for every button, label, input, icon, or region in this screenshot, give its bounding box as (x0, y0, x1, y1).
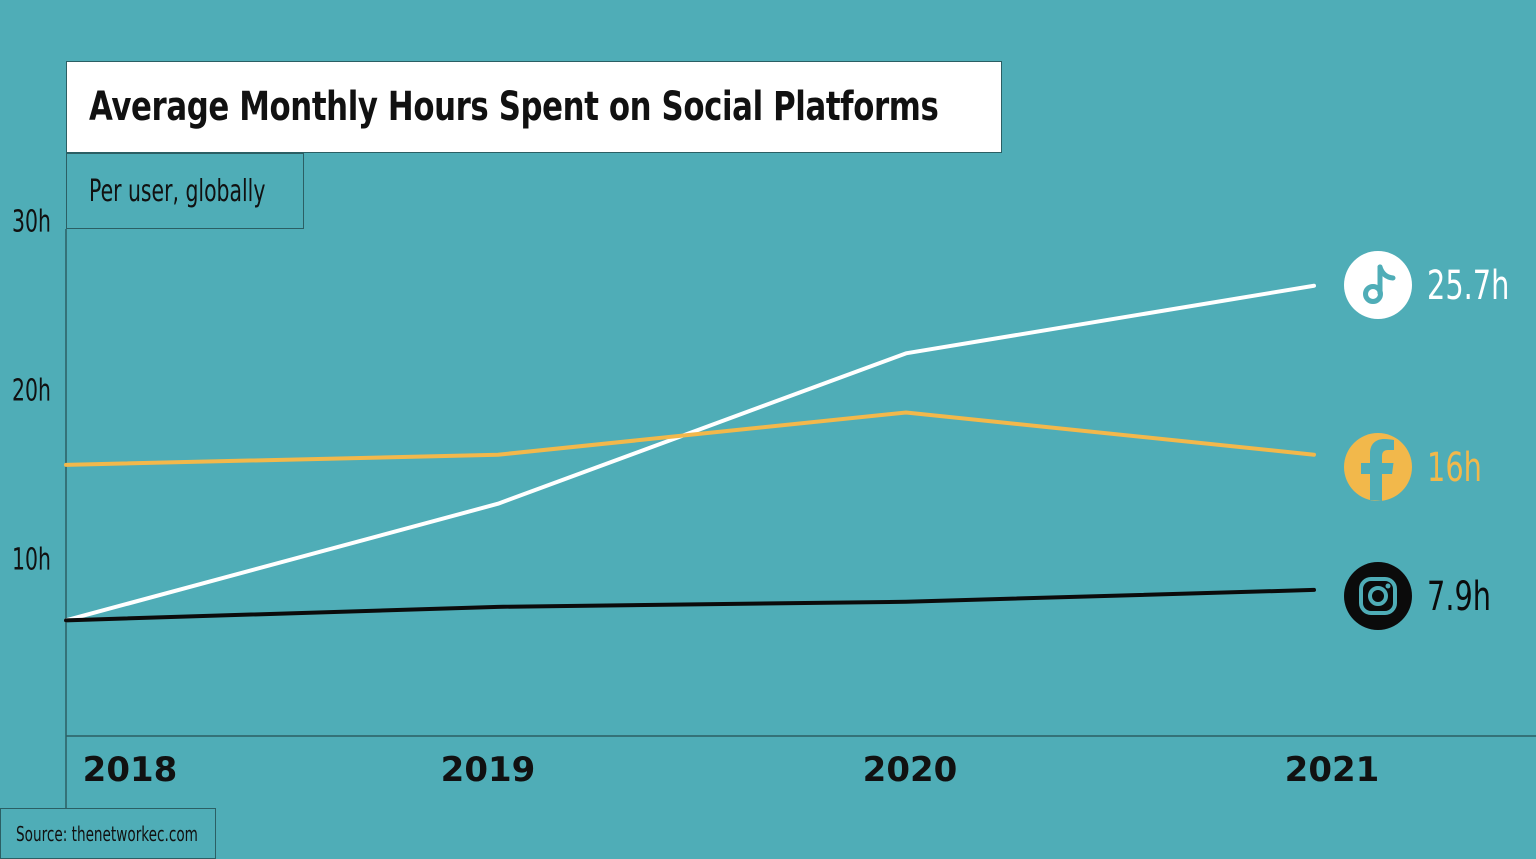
source-box: Source: thenetworkec.com (0, 808, 216, 859)
end-value-label: 16h (1427, 445, 1482, 491)
y-tick-labels: 10h 20h 30h (12, 205, 51, 578)
series-line-facebook (64, 410, 1316, 467)
chart-subtitle: Per user, globally (89, 173, 266, 209)
series-line-instagram (64, 587, 1316, 623)
x-tick-label: 2019 (441, 750, 536, 790)
series-line-tiktok (64, 283, 1316, 623)
x-tick-label: 2018 (83, 750, 178, 790)
x-tick-label: 2020 (863, 750, 958, 790)
end-markers: 25.7h 16h 7.9h (1344, 251, 1509, 630)
end-value-label: 25.7h (1427, 263, 1509, 309)
tiktok-icon (1344, 251, 1412, 319)
y-tick-label: 20h (12, 374, 51, 409)
chart-source: Source: thenetworkec.com (16, 821, 198, 846)
facebook-icon (1344, 433, 1412, 501)
x-tick-labels: 2018 2019 2020 2021 (83, 750, 1380, 790)
chart-title: Average Monthly Hours Spent on Social Pl… (89, 84, 939, 130)
y-tick-label: 10h (12, 543, 51, 578)
title-box: Average Monthly Hours Spent on Social Pl… (66, 61, 1002, 153)
y-tick-label: 30h (12, 205, 51, 240)
instagram-icon (1344, 562, 1412, 630)
subtitle-box: Per user, globally (66, 153, 304, 229)
x-tick-label: 2021 (1285, 750, 1380, 790)
series-lines (64, 283, 1316, 623)
end-value-label: 7.9h (1427, 574, 1491, 620)
